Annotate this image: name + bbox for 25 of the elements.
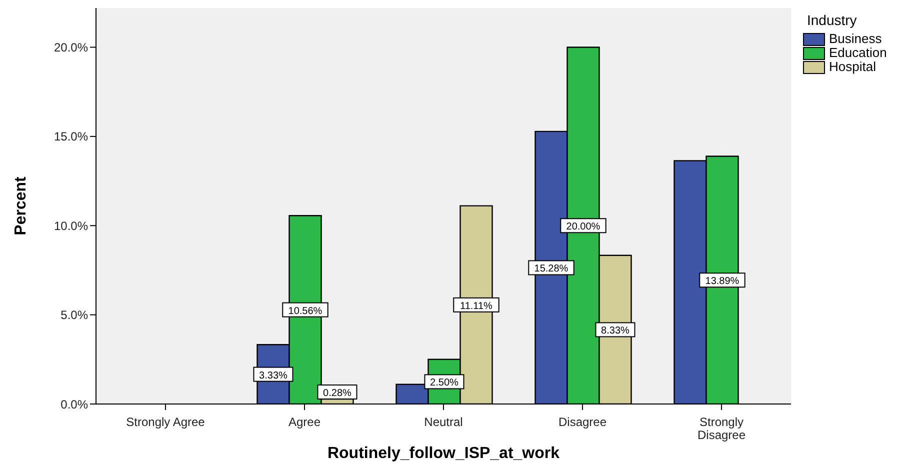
x-tick-label: Strongly Disagree [697, 415, 746, 442]
legend-title: Industry [807, 12, 858, 28]
x-tick-label: Agree [288, 415, 321, 429]
data-label: 2.50% [430, 378, 459, 389]
legend-label: Education [829, 45, 887, 60]
data-label: 13.89% [705, 276, 740, 288]
y-tick-label: 10.0% [54, 218, 88, 233]
data-label: 11.11% [460, 300, 493, 312]
data-label: 3.33% [259, 370, 288, 382]
legend-label: Hospital [829, 59, 876, 74]
legend-label: Business [829, 31, 882, 46]
x-tick-label: Neutral [424, 415, 463, 429]
x-tick-label: Strongly Agree [126, 415, 206, 429]
data-label: 20.00% [566, 222, 600, 233]
y-tick-label: 0.0% [60, 397, 88, 412]
x-axis-title: Routinely_follow_ISP_at_work [327, 445, 560, 462]
y-tick-label: 5.0% [60, 308, 88, 322]
data-label: 15.28% [534, 264, 568, 275]
y-tick-label: 15.0% [54, 130, 88, 144]
x-tick-label: Disagree [558, 415, 607, 429]
data-label: 0.28% [323, 388, 352, 399]
data-label: 10.56% [288, 306, 322, 317]
data-label: 8.33% [601, 326, 630, 337]
y-axis-title: Percent [12, 176, 30, 236]
y-tick-label: 20.0% [54, 40, 88, 55]
